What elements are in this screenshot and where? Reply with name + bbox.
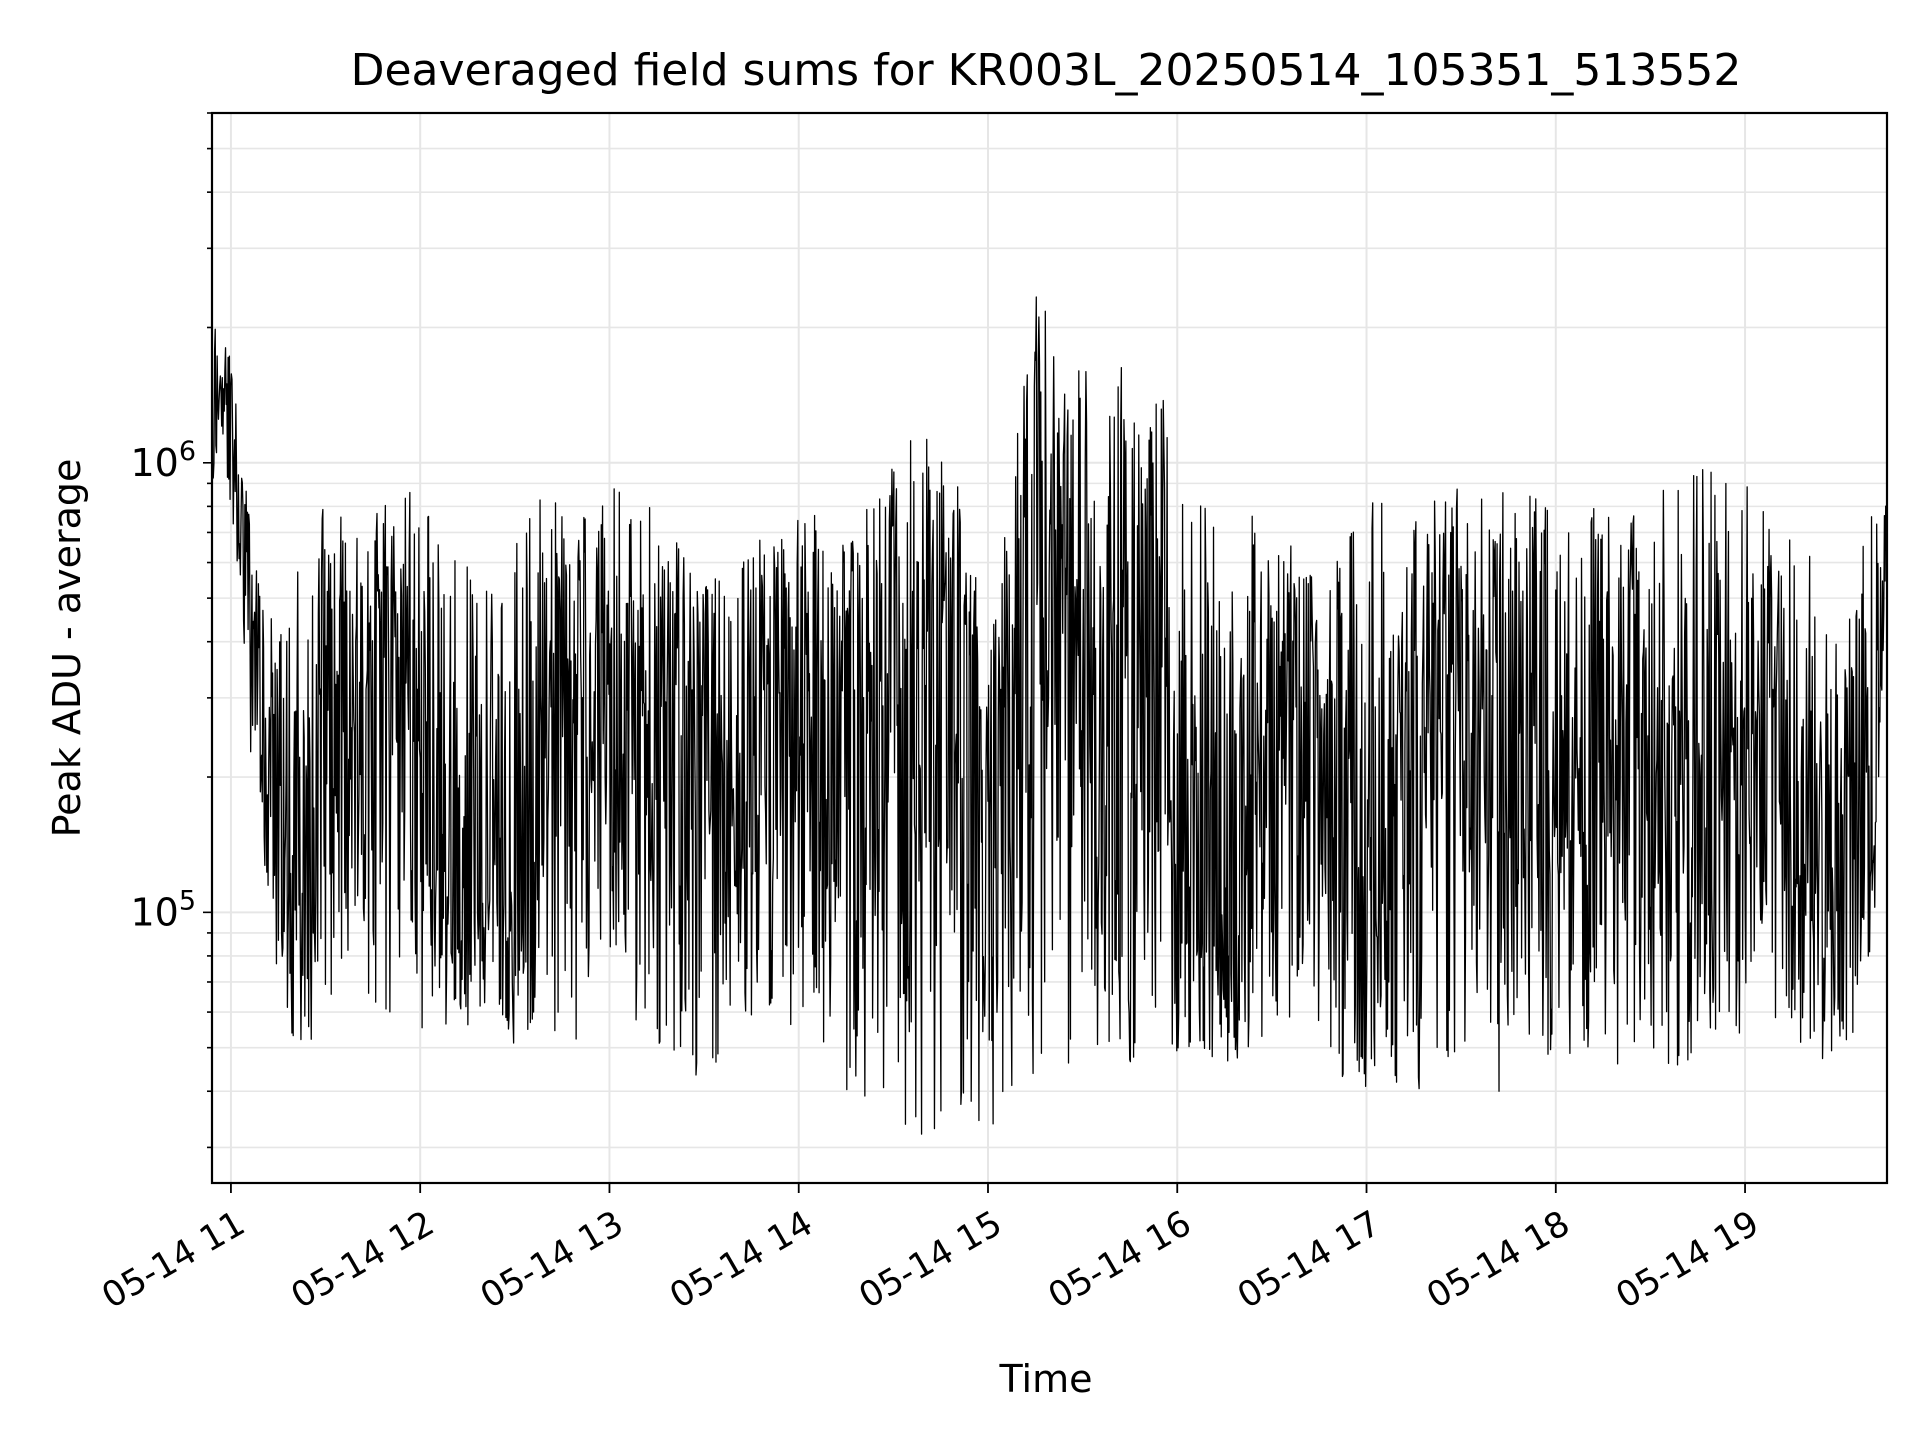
y-tick-label: 106 [130,436,196,485]
chart-title: Deaveraged field sums for KR003L_2025051… [351,45,1742,96]
plot-frame [210,111,1889,1185]
x-axis-label: Time [999,1357,1093,1401]
y-tick-label: 105 [130,885,196,934]
series-line [211,296,1888,1135]
y-axis-label: Peak ADU - average [45,459,89,838]
series-group [211,296,1888,1135]
